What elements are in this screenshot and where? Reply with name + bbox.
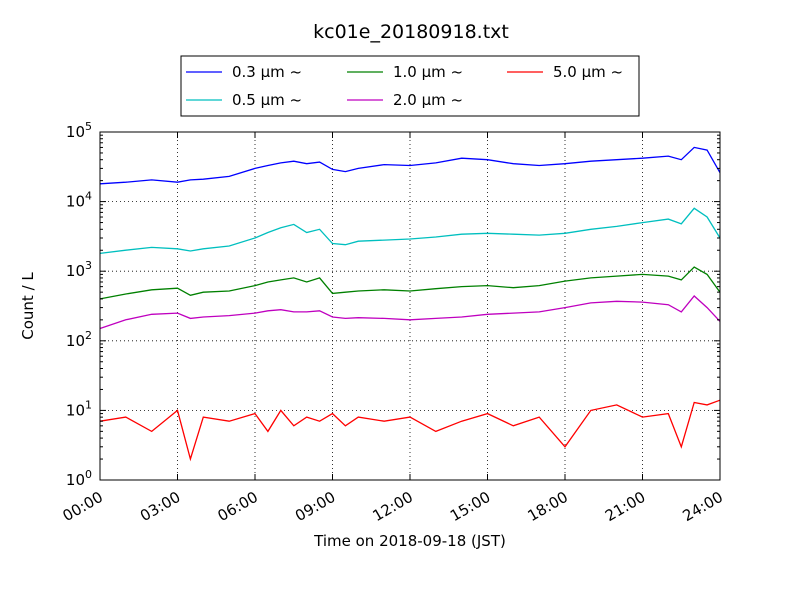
x-tick-label: 15:00 [447, 488, 493, 525]
legend-label-3: 1.0 μm ~ [393, 63, 463, 81]
legend-label-4: 2.0 μm ~ [393, 91, 463, 109]
y-tick-label: 104 [66, 190, 92, 211]
legend-label-5: 5.0 μm ~ [553, 63, 623, 81]
y-tick-base: 10 [66, 193, 85, 211]
series-line-3 [99, 266, 721, 300]
y-tick-base: 10 [66, 471, 85, 489]
x-tick-label: 06:00 [215, 488, 261, 525]
y-tick-base: 10 [66, 401, 85, 419]
legend-label-1: 0.3 μm ~ [232, 63, 302, 81]
y-tick-base: 10 [66, 123, 85, 141]
series-line-5 [99, 399, 721, 462]
series-layer [99, 146, 721, 462]
y-tick-base: 10 [66, 332, 85, 350]
y-tick-label: 102 [66, 329, 92, 350]
y-tick-exponent: 5 [85, 120, 92, 133]
series-line-2 [99, 207, 721, 255]
y-tick-label: 100 [66, 468, 92, 489]
x-tick-label: 24:00 [680, 488, 726, 525]
chart-title: kc01e_20180918.txt [313, 21, 509, 43]
y-tick-exponent: 4 [85, 190, 92, 203]
x-tick-label: 12:00 [370, 488, 416, 525]
y-tick-exponent: 3 [85, 259, 92, 272]
x-tick-label: 03:00 [137, 488, 183, 525]
y-tick-base: 10 [66, 262, 85, 280]
x-axis-ticks: 00:00 03:00 06:00 09:00 12:00 15:00 18:00 21:00… [60, 132, 726, 525]
series-line-4 [99, 295, 721, 330]
x-tick-label: 09:00 [292, 488, 338, 525]
legend-box [180, 55, 640, 117]
y-tick-label: 103 [66, 259, 92, 280]
y-axis-label: Count / L [19, 272, 37, 340]
y-tick-exponent: 0 [85, 468, 92, 481]
x-axis-label: Time on 2018-09-18 (JST) [313, 532, 506, 550]
y-tick-exponent: 1 [85, 398, 92, 411]
x-tick-label: 18:00 [525, 488, 571, 525]
legend-label-2: 0.5 μm ~ [232, 91, 302, 109]
x-tick-label: 21:00 [602, 488, 648, 525]
grid [100, 132, 720, 480]
y-tick-label: 105 [66, 120, 92, 141]
y-tick-label: 101 [66, 398, 92, 419]
x-tick-label: 00:00 [60, 488, 106, 525]
legend: 0.3 μm ~ 0.5 μm ~ 1.0 μm ~ 2.0 μm ~ 5.0 μm ~ [180, 55, 640, 117]
series-line-1 [99, 146, 721, 185]
y-tick-exponent: 2 [85, 329, 92, 342]
